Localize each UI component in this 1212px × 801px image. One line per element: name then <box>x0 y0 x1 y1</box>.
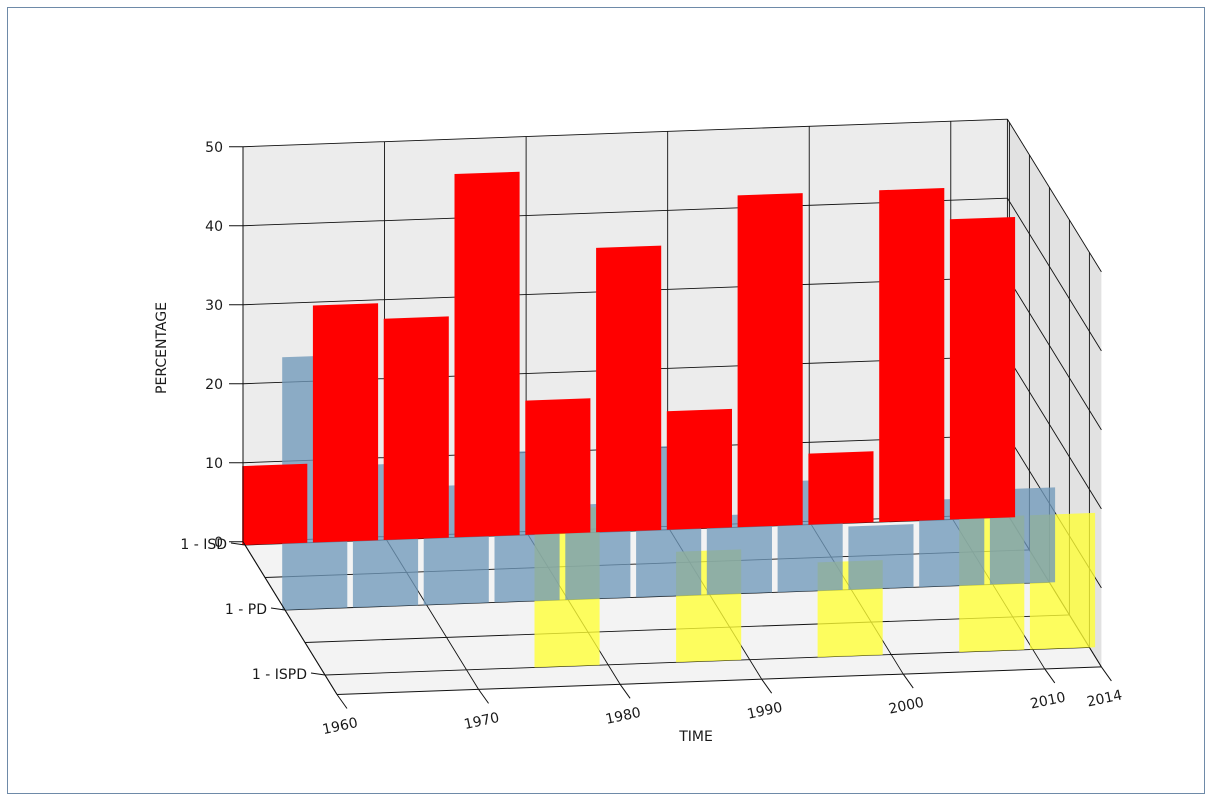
x-tick-label: 1990 <box>746 700 784 723</box>
x-tick <box>902 673 914 689</box>
gridline-z-side <box>1007 118 1102 273</box>
x-axis-title: TIME <box>678 729 713 745</box>
bar-1-pd-2000 <box>848 524 914 590</box>
x-tick-label: 1980 <box>604 705 642 728</box>
bar-1-isd-1985 <box>596 245 662 533</box>
x-tick-label: 2000 <box>887 695 925 718</box>
bar-1-isd-1975 <box>454 171 520 538</box>
y-tick-label: 1 - PD <box>225 602 267 618</box>
bar-1-isd-2000 <box>808 451 874 525</box>
bar-1-isd-1995 <box>737 193 803 528</box>
x-tick-label: 1970 <box>463 710 501 733</box>
x-axis-line <box>336 666 1102 695</box>
x-tick <box>1100 666 1112 682</box>
z-tick-label: 30 <box>205 298 223 314</box>
x-tick <box>761 678 773 694</box>
bar-1-isd-2010 <box>949 217 1016 520</box>
z-tick-label: 40 <box>205 219 223 235</box>
y-tick <box>230 542 246 546</box>
chart-bars <box>242 171 1096 668</box>
gridline-z-side <box>1007 355 1102 510</box>
z-tick-label: 0 <box>214 535 223 551</box>
z-tick-label: 50 <box>205 140 223 156</box>
bar-1-pd-2005 <box>919 497 985 588</box>
z-tick-label: 20 <box>205 377 223 393</box>
y-tick-label: 1 - ISD <box>180 537 227 553</box>
bar-1-isd-1980 <box>525 398 591 535</box>
x-tick <box>619 683 631 699</box>
x-tick <box>478 689 489 704</box>
bar-1-isd-1965 <box>312 303 379 543</box>
y-tick <box>270 607 286 611</box>
bar-1-pd-1990 <box>706 513 772 595</box>
bar-1-isd-1960 <box>242 463 308 546</box>
gridline-z-side <box>1007 197 1102 352</box>
gridline-z-side <box>1007 276 1102 431</box>
chart-axes: 0 10 20 30 40 50 1960 1970 1980 1990 2000 2010 2014 1… <box>180 140 1123 738</box>
y-axis-line <box>242 541 338 695</box>
x-tick-label: 2014 <box>1085 687 1123 710</box>
x-tick-label: 2010 <box>1029 690 1067 713</box>
bar-1-isd-1990 <box>666 408 732 530</box>
y-axis-title: PERCENTAGE <box>154 302 170 394</box>
x-tick-label: 1960 <box>321 715 359 738</box>
x-tick <box>1044 668 1056 684</box>
bar-1-isd-1970 <box>383 316 449 540</box>
gridline-z <box>242 118 1008 148</box>
y-tick <box>310 672 326 676</box>
bar-1-isd-2005 <box>879 188 945 523</box>
y-tick-label: 1 - ISPD <box>252 667 307 683</box>
z-tick-label: 10 <box>205 456 223 472</box>
x-tick <box>336 694 348 709</box>
